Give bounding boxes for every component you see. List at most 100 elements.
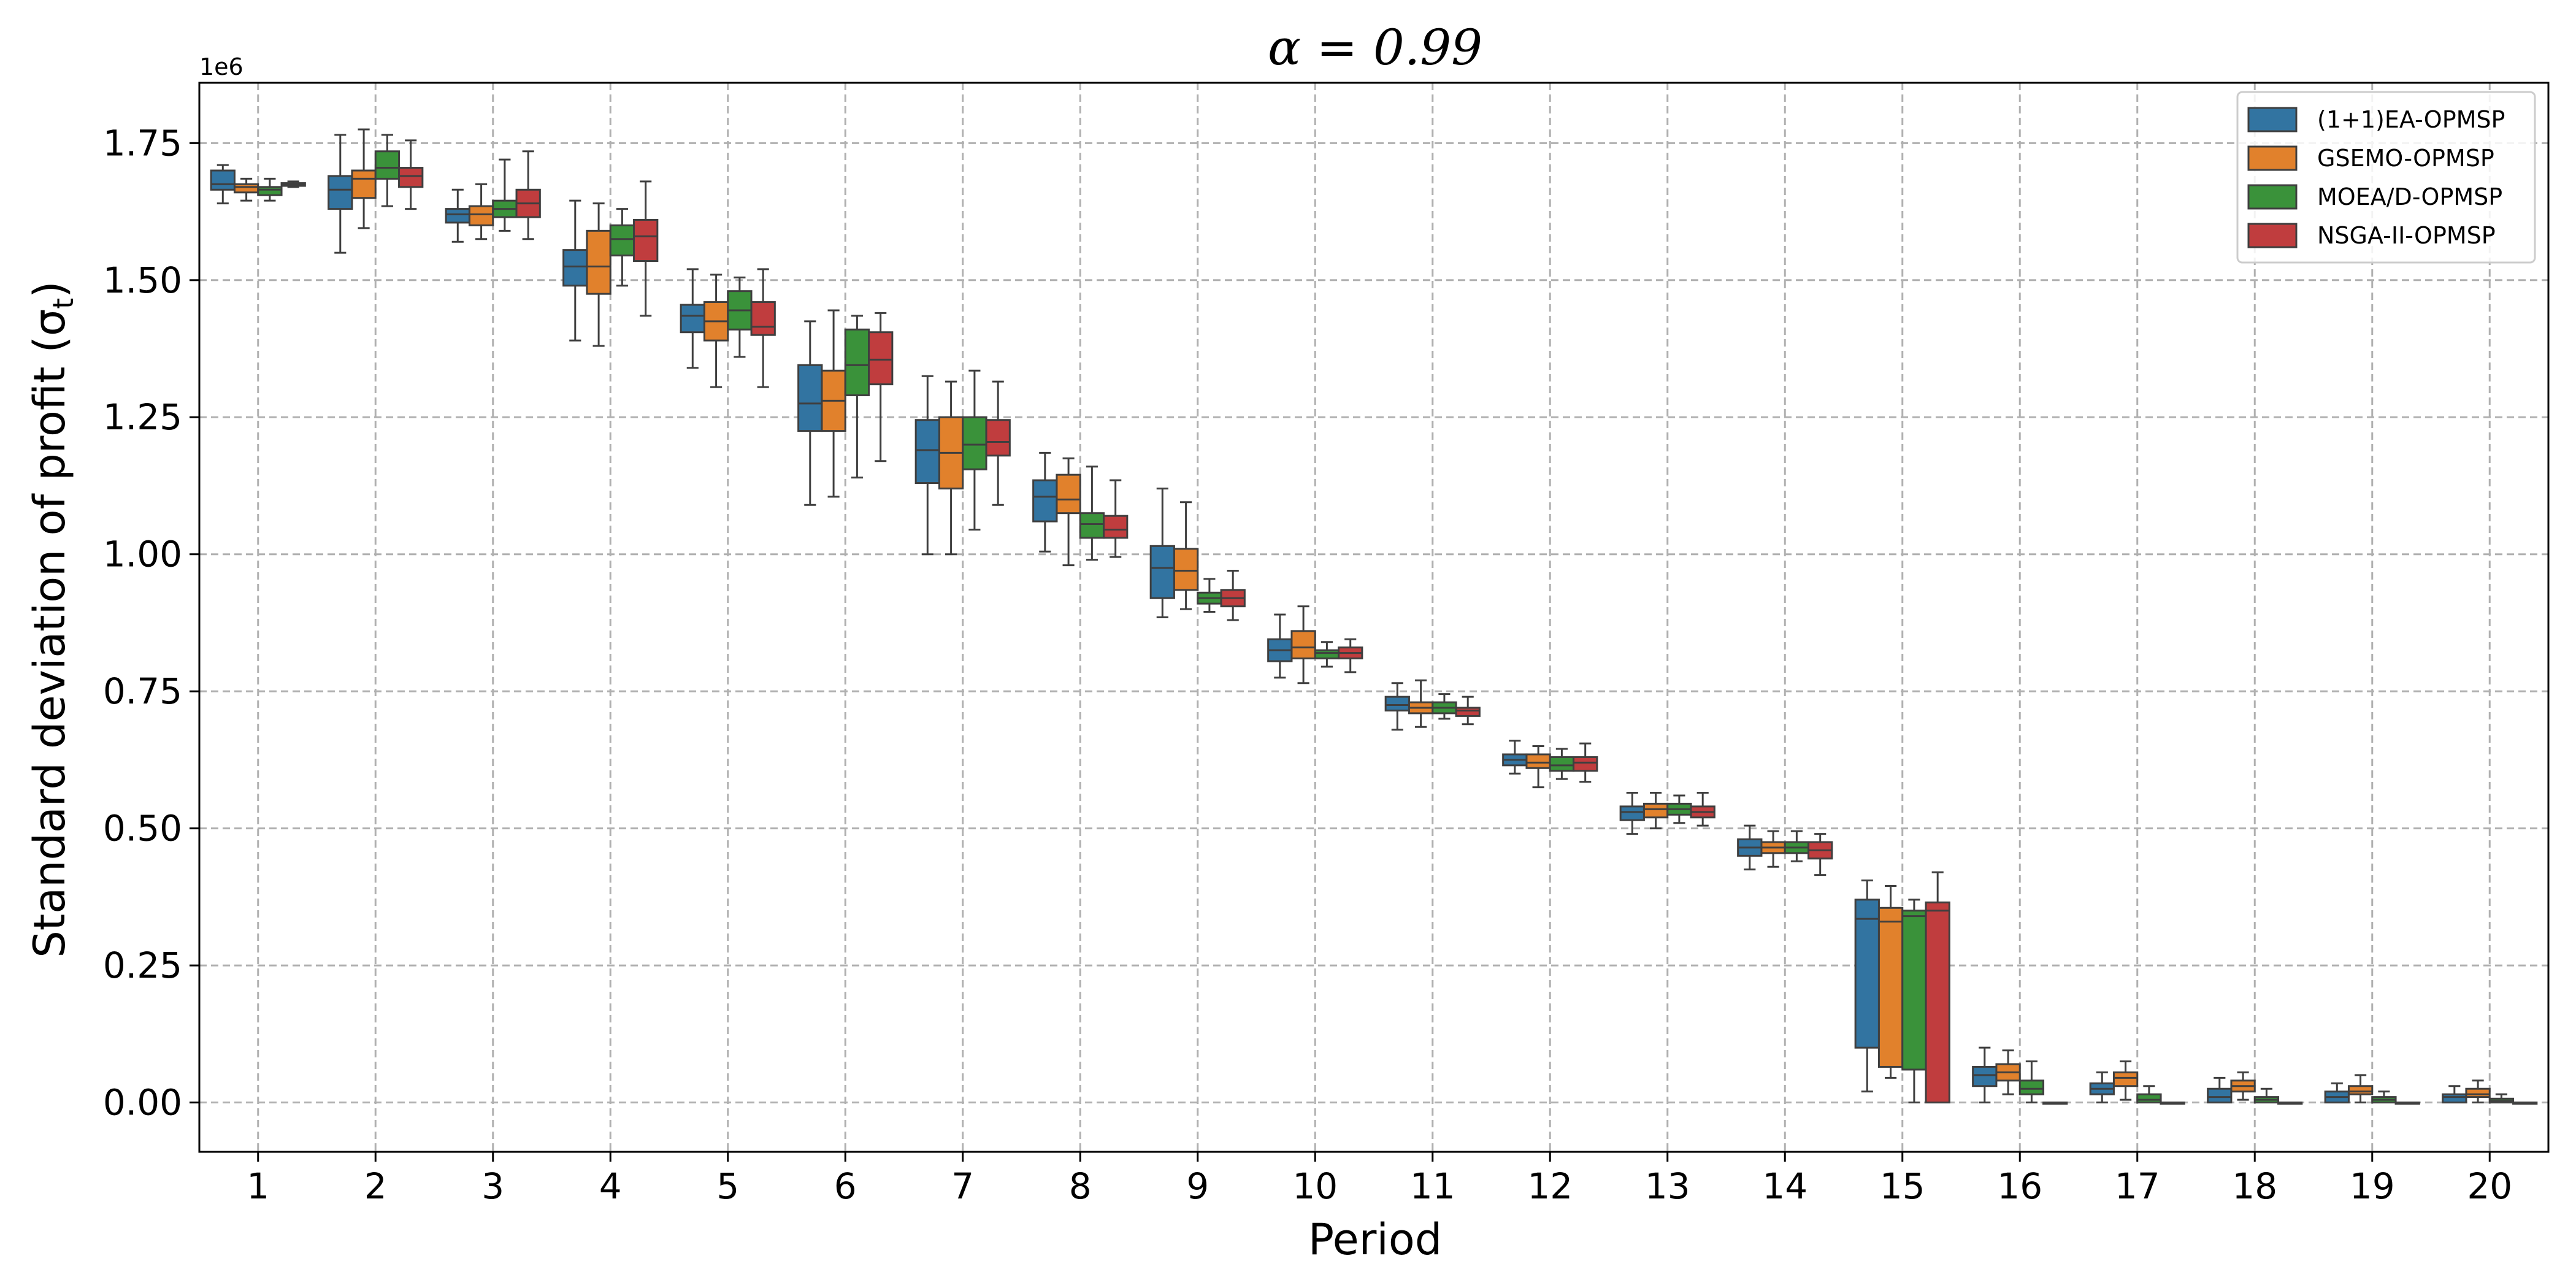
box-2-15 <box>1877 884 1904 1079</box>
box-1-7 <box>914 375 940 556</box>
y-axis-label-end: ) <box>25 281 75 297</box>
box-1-9 <box>1149 487 1175 618</box>
x-tick-label: 19 <box>2350 1165 2395 1207</box>
box-2-16 <box>1995 1049 2021 1095</box>
box-2-7 <box>938 380 964 556</box>
box-body <box>445 208 470 224</box>
x-tick-label: 13 <box>1645 1165 1690 1207</box>
box-4-1 <box>280 180 306 188</box>
box-3-14 <box>1784 830 1810 862</box>
legend-label: (1+1)EA-OPMSP <box>2317 106 2505 133</box>
box-4-6 <box>868 312 894 462</box>
legend-swatch <box>2247 145 2298 171</box>
box-body <box>1290 630 1316 660</box>
box-2-6 <box>821 309 846 498</box>
box-3-17 <box>2136 1085 2162 1104</box>
box-4-2 <box>398 139 424 210</box>
box-2-4 <box>586 202 611 347</box>
box-4-3 <box>515 150 541 240</box>
y-tick-label: 0.75 <box>103 670 182 712</box>
box-3-10 <box>1314 641 1340 668</box>
box-2-12 <box>1525 745 1551 789</box>
box-body <box>1854 899 1880 1049</box>
y-axis-label: Standard deviation of profit (σt) <box>25 281 80 957</box>
box-body <box>1643 802 1669 819</box>
x-tick-label: 11 <box>1410 1165 1455 1207</box>
box-body <box>562 249 588 287</box>
x-tick-label: 9 <box>1186 1165 1209 1207</box>
box-body <box>844 328 870 396</box>
x-tick-label: 8 <box>1069 1165 1092 1207</box>
box-4-4 <box>633 180 659 317</box>
box-4-16 <box>2042 1102 2068 1105</box>
box-body <box>1032 479 1058 523</box>
box-2-8 <box>1056 457 1081 567</box>
box-body <box>1079 512 1105 539</box>
box-1-18 <box>2207 1076 2233 1104</box>
legend: (1+1)EA-OPMSP GSEMO-OPMSP MOEA/D-OPMSP NSGA… <box>2236 91 2536 264</box>
x-tick-label: 10 <box>1292 1165 1338 1207</box>
x-tick-label: 3 <box>481 1165 504 1207</box>
legend-swatch <box>2247 223 2298 248</box>
x-tick-label: 20 <box>2467 1165 2512 1207</box>
box-4-17 <box>2160 1102 2185 1105</box>
x-tick-label: 12 <box>1527 1165 1573 1207</box>
box-3-11 <box>1432 693 1457 720</box>
x-tick-label: 5 <box>716 1165 739 1207</box>
x-tick-label: 6 <box>834 1165 857 1207</box>
box-3-19 <box>2371 1091 2397 1104</box>
y-ticks-layer: 0.00 0.25 0.50 0.75 1.00 1.25 1.50 1.75 <box>103 122 199 1124</box>
box-body <box>1925 901 1950 1104</box>
box-body <box>962 416 987 470</box>
box-body <box>1972 1065 1998 1087</box>
box-body <box>2018 1079 2045 1095</box>
box-body <box>633 218 659 263</box>
box-3-8 <box>1079 466 1105 561</box>
box-4-11 <box>1455 696 1481 726</box>
box-3-12 <box>1549 748 1575 780</box>
box-body <box>351 169 377 199</box>
boxes-layer <box>210 128 2538 1105</box>
y-axis-label-sub: t <box>47 298 80 309</box>
box-body <box>210 169 236 191</box>
box-2-18 <box>2230 1071 2256 1101</box>
box-4-5 <box>750 268 776 388</box>
y-tick-label: 1.25 <box>103 396 182 438</box>
x-tick-label: 4 <box>599 1165 622 1207</box>
box-3-4 <box>609 208 635 287</box>
y-tick-label: 1.00 <box>103 534 182 575</box>
box-body <box>797 364 823 432</box>
box-2-14 <box>1760 830 1786 868</box>
box-2-5 <box>703 274 729 388</box>
x-tick-label: 16 <box>1997 1165 2042 1207</box>
box-1-5 <box>680 268 705 369</box>
box-body <box>257 186 283 196</box>
box-body <box>1877 907 1904 1068</box>
x-tick-label: 2 <box>364 1165 387 1207</box>
x-tick-label: 7 <box>951 1165 974 1207</box>
box-body <box>586 229 611 295</box>
box-4-19 <box>2394 1102 2420 1105</box>
plot-frame <box>198 82 2550 1153</box>
y-tick-label: 1.50 <box>103 259 182 301</box>
legend-swatch <box>2247 107 2298 132</box>
box-1-2 <box>328 134 353 254</box>
box-1-17 <box>2089 1071 2115 1104</box>
box-body <box>1525 753 1551 769</box>
x-tick-label: 14 <box>1762 1165 1807 1207</box>
y-tick-label: 0.00 <box>103 1082 182 1124</box>
box-body <box>1455 707 1481 717</box>
box-3-7 <box>962 369 987 531</box>
box-body <box>2442 1093 2467 1104</box>
box-body <box>374 150 401 180</box>
box-1-15 <box>1854 880 1880 1093</box>
box-body <box>680 304 705 334</box>
box-body <box>1173 548 1199 591</box>
box-2-19 <box>2347 1074 2374 1104</box>
box-2-10 <box>1290 605 1316 684</box>
box-4-7 <box>985 380 1011 506</box>
box-body <box>1384 696 1410 711</box>
legend-label: NSGA-II-OPMSP <box>2317 222 2496 249</box>
box-body <box>1314 649 1340 660</box>
